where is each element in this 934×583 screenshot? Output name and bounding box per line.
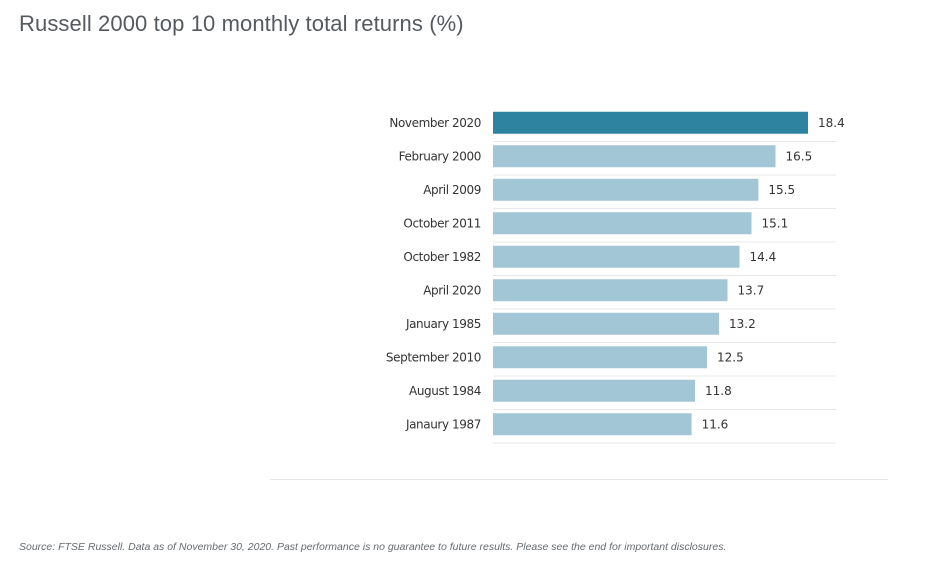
- category-label: January 1985: [405, 317, 481, 331]
- category-label: November 2020: [389, 116, 481, 130]
- bar: [493, 245, 740, 268]
- bar: [493, 145, 776, 168]
- chart-title: Russell 2000 top 10 monthly total return…: [19, 11, 464, 36]
- chart-bottom-divider: [270, 479, 888, 480]
- value-label: 15.1: [762, 216, 789, 230]
- value-label: 16.5: [786, 149, 813, 163]
- value-label: 11.8: [705, 384, 732, 398]
- bar: [493, 413, 692, 436]
- bar: [493, 379, 695, 402]
- value-label: 12.5: [717, 350, 744, 364]
- source-note: Source: FTSE Russell. Data as of Novembe…: [19, 541, 727, 553]
- value-label: 11.6: [702, 417, 729, 431]
- value-label: 18.4: [818, 116, 845, 130]
- category-label: April 2020: [423, 283, 481, 297]
- category-label: April 2009: [423, 183, 481, 197]
- category-label: Janaury 1987: [405, 417, 481, 431]
- value-label: 13.2: [729, 317, 756, 331]
- bar: [493, 178, 759, 201]
- bar: [493, 212, 752, 235]
- category-label: September 2010: [386, 350, 481, 364]
- value-label: 15.5: [768, 183, 795, 197]
- value-label: 13.7: [738, 283, 765, 297]
- category-label: October 2011: [403, 216, 481, 230]
- bar: [493, 312, 719, 335]
- value-label: 14.4: [750, 250, 777, 264]
- bar: [493, 279, 728, 302]
- category-label: February 2000: [399, 149, 481, 163]
- category-label: October 1982: [403, 250, 481, 264]
- bar: [493, 111, 808, 134]
- bar: [493, 346, 707, 369]
- category-label: August 1984: [409, 384, 481, 398]
